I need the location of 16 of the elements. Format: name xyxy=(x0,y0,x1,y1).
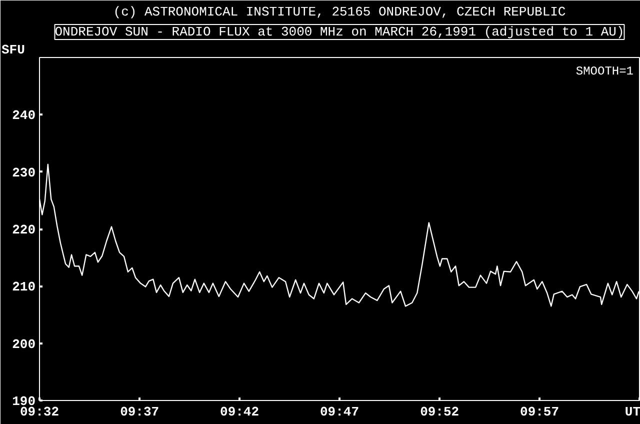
x-tick-label: 09:47 xyxy=(320,404,360,420)
y-tick-label: 220 xyxy=(12,222,36,238)
x-tick-label: 09:42 xyxy=(220,404,260,420)
x-tick-label: 09:37 xyxy=(120,404,160,420)
chart-title: (c) ASTRONOMICAL INSTITUTE, 25165 ONDREJOV, CZECH REPUBLIC xyxy=(113,4,566,20)
annotation: SMOOTH=1 xyxy=(576,64,634,78)
chart-subtitle: ONDREJOV SUN - RADIO FLUX at 3000 MHz on MARCH 26,1991 (adjusted to 1 AU) xyxy=(54,24,624,40)
y-tick-label: 210 xyxy=(12,280,36,295)
x-tick-label: 09:57 xyxy=(520,404,560,420)
x-tick-label: 09:32 xyxy=(20,404,60,420)
y-axis-title: SFU xyxy=(2,42,25,58)
x-tick-label: 09:52 xyxy=(420,404,460,420)
x-tick-label: UT xyxy=(624,404,640,420)
y-tick-label: 230 xyxy=(12,165,36,180)
y-tick-label: 200 xyxy=(12,336,36,352)
y-tick-label: 240 xyxy=(12,108,36,124)
